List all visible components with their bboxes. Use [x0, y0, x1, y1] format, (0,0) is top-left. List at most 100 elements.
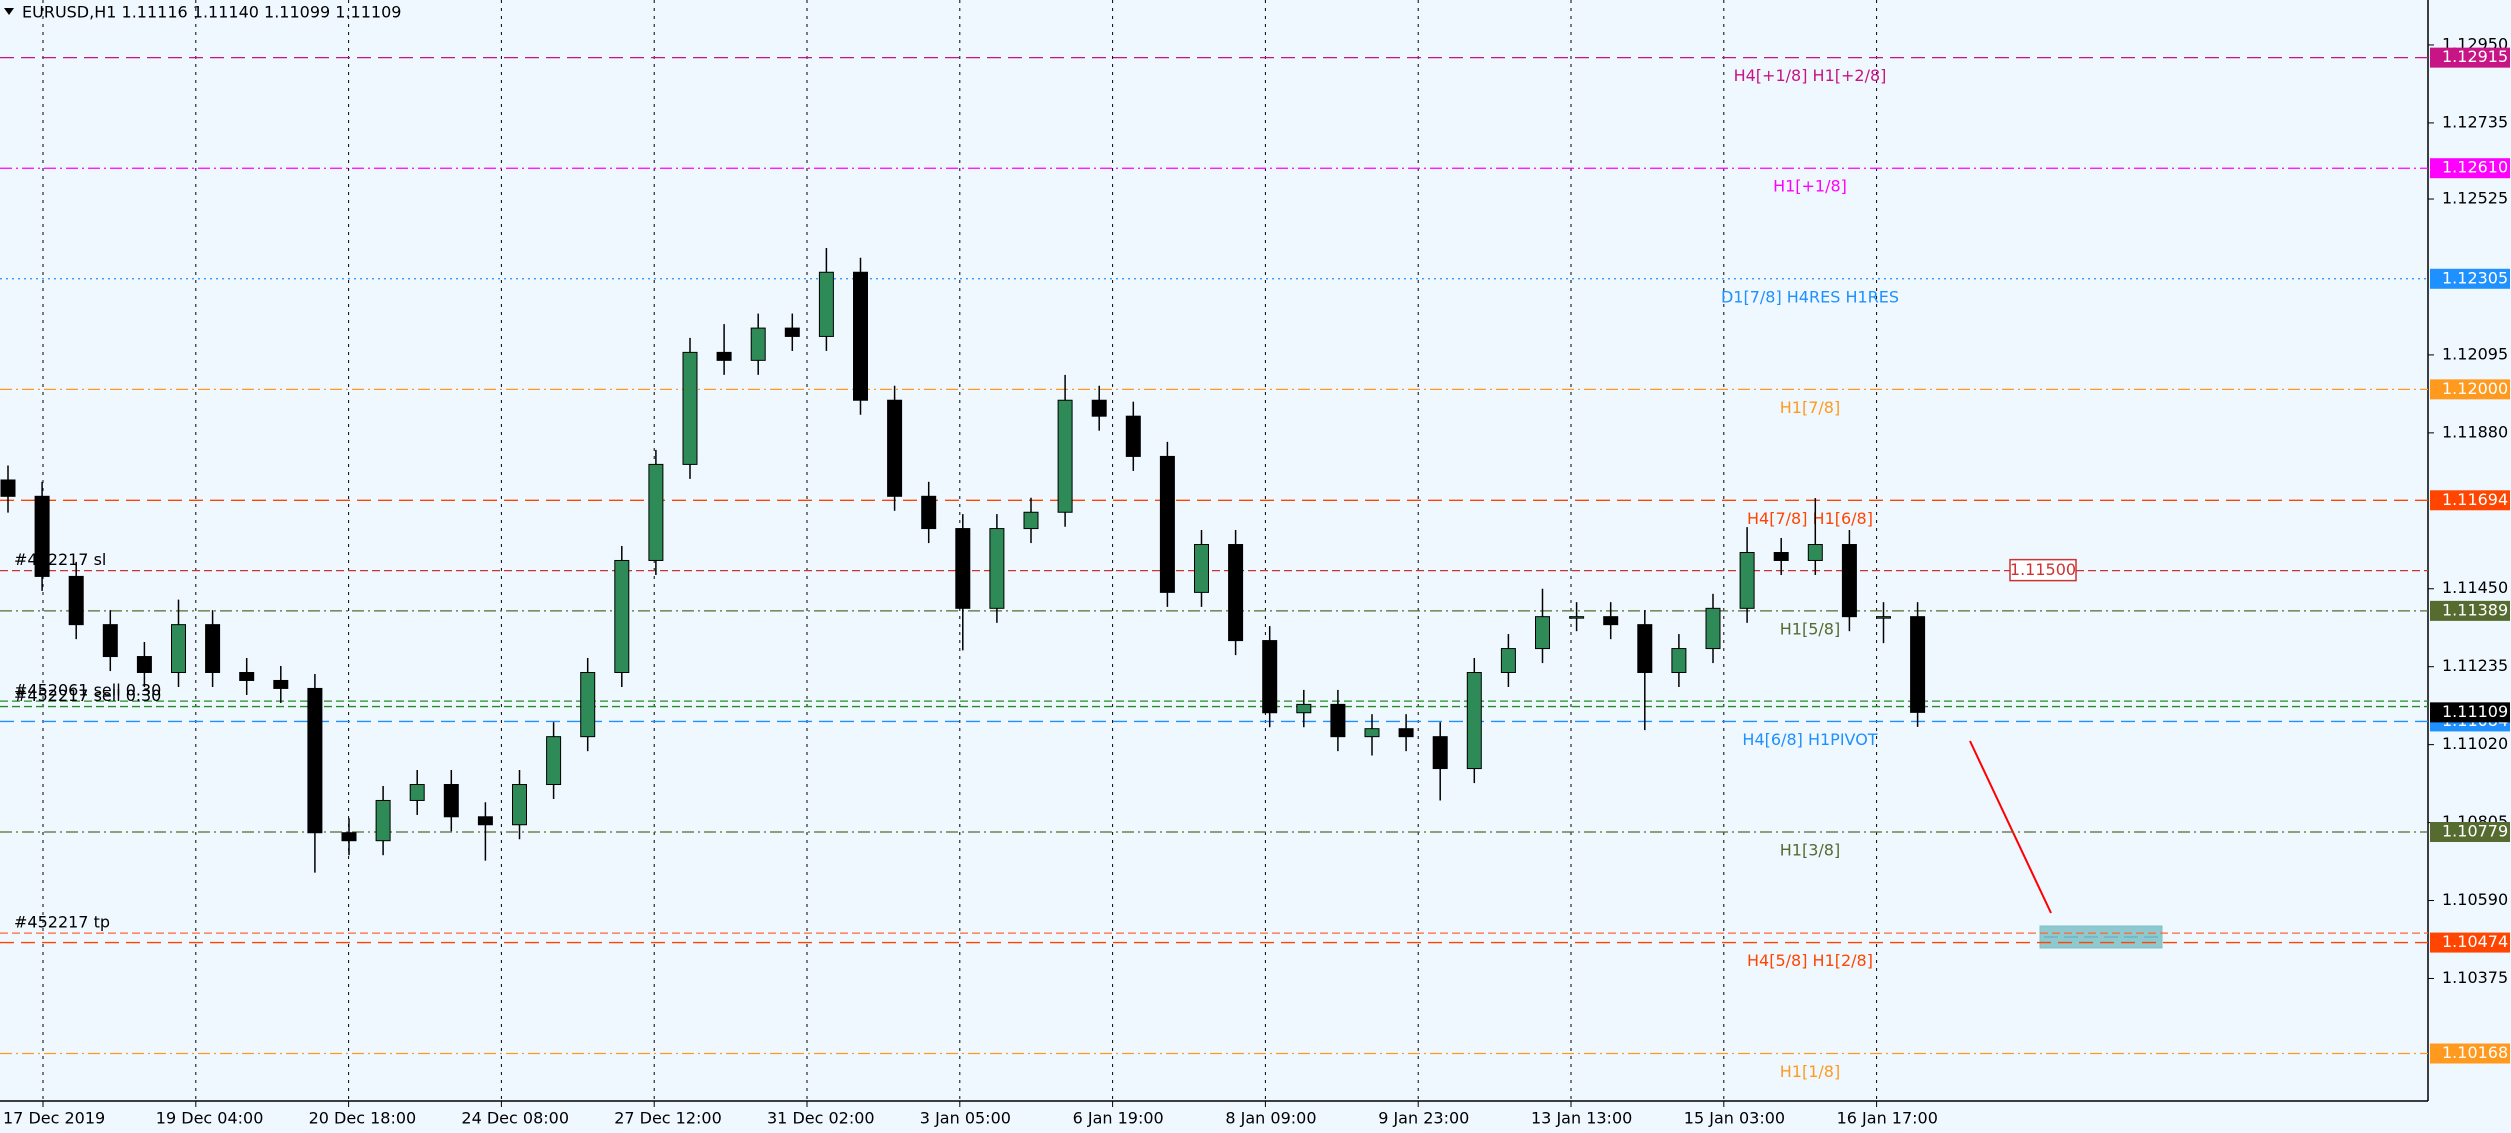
trend-arrow: [1969, 740, 2052, 914]
candle-body: [1330, 703, 1346, 738]
level-name: D1[7/8] H4RES H1RES: [1721, 287, 1899, 306]
candle-body: [921, 495, 937, 530]
candle-body: [1603, 616, 1619, 626]
level-price-label: 1.10474: [2442, 932, 2508, 951]
candle-body: [1091, 399, 1107, 417]
level-name: H4[6/8] H1PIVOT: [1742, 730, 1877, 749]
candle-body: [1876, 616, 1891, 619]
x-tick-label: 19 Dec 04:00: [156, 1109, 264, 1128]
candle-body: [1057, 399, 1073, 513]
candle-body: [1500, 648, 1516, 673]
x-tick-label: 27 Dec 12:00: [614, 1109, 722, 1128]
x-tick-label: 24 Dec 08:00: [461, 1109, 569, 1128]
y-tick-label: 1.11020: [2442, 734, 2508, 753]
candle-body: [1159, 455, 1175, 593]
x-tick-label: 15 Jan 03:00: [1684, 1109, 1785, 1128]
y-tick-label: 1.10375: [2442, 968, 2508, 987]
x-tick-label: 13 Jan 13:00: [1531, 1109, 1632, 1128]
level-name: H1[5/8]: [1780, 619, 1840, 638]
level-price-label: 1.10168: [2442, 1043, 2508, 1062]
candle-body: [171, 624, 186, 673]
y-tick-label: 1.12525: [2442, 189, 2508, 208]
level-price-box: [2430, 379, 2510, 400]
symbol-menu-icon[interactable]: [4, 8, 14, 15]
candle-body: [1432, 736, 1448, 770]
candle-body: [1841, 544, 1857, 618]
candle-body: [614, 559, 630, 673]
candle-body: [512, 784, 527, 826]
current-price-box: [2430, 702, 2510, 723]
x-tick-label: 9 Jan 23:00: [1378, 1109, 1469, 1128]
candle-body: [102, 624, 118, 658]
candle-body: [1739, 551, 1755, 609]
candle-body: [1569, 616, 1585, 619]
candle-body: [1773, 551, 1789, 561]
level-name: H4[5/8] H1[2/8]: [1747, 951, 1873, 970]
level-name: H4[7/8] H1[6/8]: [1747, 509, 1873, 528]
candle-body: [68, 575, 84, 626]
level-price-label: 1.10779: [2442, 822, 2508, 841]
candle-body: [1364, 728, 1380, 738]
candle-body: [477, 816, 493, 826]
candle-body: [1228, 544, 1244, 642]
candle-body: [1125, 415, 1141, 457]
y-tick-label: 1.12095: [2442, 344, 2508, 363]
candle-body: [989, 528, 1005, 609]
candle-body: [1466, 671, 1482, 770]
level-price-box: [2430, 1043, 2510, 1064]
order-name: #452217 sl: [14, 550, 106, 569]
candle-body: [341, 832, 357, 842]
level-name: H4[+1/8] H1[+2/8]: [1734, 66, 1887, 85]
level-price-label: 1.11694: [2442, 490, 2508, 509]
y-tick-label: 1.11235: [2442, 656, 2508, 675]
candle-body: [750, 327, 766, 361]
candle-body: [853, 271, 868, 401]
order-name: #452217 sell 0.30: [14, 686, 161, 705]
candle-body: [273, 679, 289, 689]
x-tick-label: 31 Dec 02:00: [767, 1109, 875, 1128]
level-price-label: 1.12000: [2442, 379, 2508, 398]
level-name: H1[7/8]: [1780, 398, 1840, 417]
candle-body: [136, 656, 152, 673]
level-name: H1[+1/8]: [1773, 177, 1847, 196]
candle-body: [1637, 624, 1653, 673]
candle-body: [818, 271, 834, 337]
y-tick-label: 1.11880: [2442, 422, 2508, 441]
level-name: H1[1/8]: [1780, 1062, 1840, 1081]
candle-body: [1398, 728, 1414, 738]
order-price-box: [2009, 558, 2077, 582]
candle-body: [1023, 511, 1039, 530]
level-price-box: [2430, 600, 2510, 621]
candle-body: [1194, 544, 1209, 593]
candle-body: [1807, 544, 1823, 561]
candle-body: [34, 495, 50, 577]
level-price-box: [2430, 47, 2510, 68]
candle-body: [205, 624, 221, 673]
target-zone: [2039, 925, 2163, 949]
candle-body: [955, 528, 971, 609]
candle-body: [546, 736, 562, 786]
candle-body: [409, 784, 425, 801]
candle-body: [1671, 648, 1687, 673]
level-price-label: 1.12305: [2442, 268, 2508, 287]
candle-body: [1910, 616, 1926, 713]
order-price-label: 1.11500: [2010, 560, 2076, 579]
level-price-label: 1.12610: [2442, 158, 2508, 177]
level-price-box: [2430, 932, 2510, 953]
candle-body: [443, 784, 459, 818]
level-price-box: [2430, 268, 2510, 289]
candle-body: [1262, 640, 1278, 714]
chart-header: EURUSD,H1 1.11116 1.11140 1.11099 1.1110…: [22, 3, 401, 22]
candle-body: [307, 687, 323, 834]
candle-body: [716, 351, 732, 361]
level-price-label: 1.12915: [2442, 47, 2508, 66]
x-tick-label: 20 Dec 18:00: [309, 1109, 417, 1128]
x-tick-label: 8 Jan 09:00: [1225, 1109, 1316, 1128]
candle-body: [682, 351, 698, 465]
x-tick-label: 16 Jan 17:00: [1837, 1109, 1938, 1128]
y-tick-label: 1.11450: [2442, 578, 2508, 597]
candle-body: [648, 463, 664, 561]
level-price-box: [2430, 158, 2510, 179]
